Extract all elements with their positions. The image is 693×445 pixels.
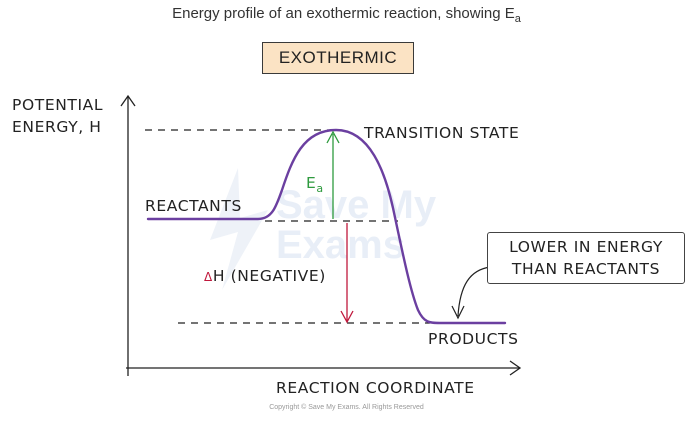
y-axis-label: POTENTIAL ENERGY, H [12,96,104,136]
delta-h-label: ΔH (NEGATIVE) [204,267,326,285]
products-label: PRODUCTS [428,330,519,348]
delta-h-arrowhead [340,310,354,324]
figure-caption: Energy profile of an exothermic reaction… [172,5,521,25]
exothermic-badge: EXOTHERMIC [262,42,414,74]
lower-energy-note: LOWER IN ENERGY THAN REACTANTS [487,232,685,284]
callout-arrow [457,266,491,317]
ea-arrowhead [326,130,340,144]
copyright-text: Copyright © Save My Exams. All Rights Re… [269,404,424,411]
x-axis-label: REACTION COORDINATE [276,379,475,397]
watermark: Save My Exams [276,183,437,267]
callout-arrowhead [451,305,465,320]
watermark-bolt-icon [210,168,268,290]
y-axis-arrowhead [120,94,136,107]
x-axis-arrowhead [509,360,522,376]
energy-curve [146,128,507,325]
ea-label: Ea [306,174,324,196]
reactants-label: REACTANTS [145,197,242,215]
transition-state-label: TRANSITION STATE [364,124,520,142]
